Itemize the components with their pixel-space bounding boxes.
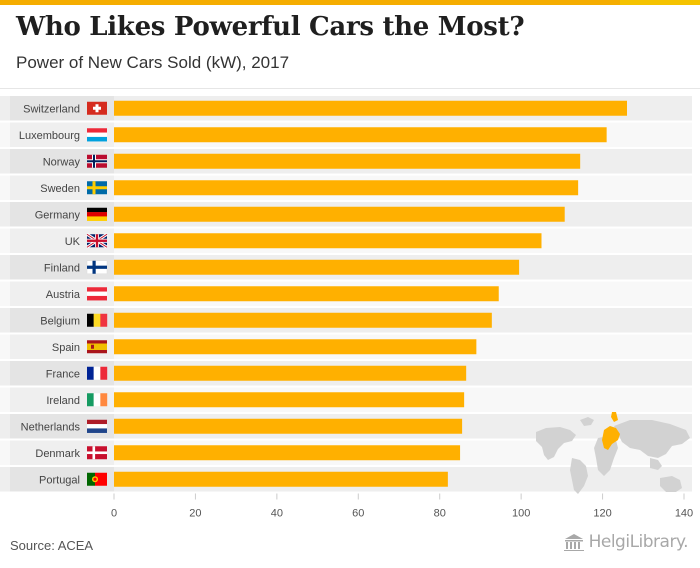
x-tick-label-80: 80 [434, 508, 446, 520]
x-tick-label-60: 60 [352, 508, 364, 520]
bar-belgium [114, 312, 492, 328]
top-accent-bar [0, 0, 700, 5]
helgi-library-logo: HelgiLibrary. [563, 532, 689, 552]
category-label-switzerland: Switzerland [23, 103, 80, 115]
category-label-luxembourg: Luxembourg [19, 130, 80, 142]
category-label-belgium: Belgium [40, 315, 80, 327]
bar-chart: Switzerland Luxembourg Norway Sweden Germany… [0, 96, 693, 520]
category-label-denmark: Denmark [35, 448, 80, 460]
category-label-norway: Norway [43, 156, 81, 168]
x-axis: 0 20 40 60 80 100 120 140 [111, 493, 693, 520]
bar-sweden [114, 180, 579, 196]
norway-flag-icon [87, 154, 107, 168]
bar-portugal [114, 471, 448, 487]
x-tick-label-100: 100 [512, 508, 530, 520]
belgium-flag-icon [87, 313, 108, 327]
x-tick-label-120: 120 [593, 508, 611, 520]
category-label-sweden: Sweden [40, 183, 80, 195]
bars [114, 100, 627, 487]
spain-flag-icon [87, 340, 107, 354]
bar-denmark [114, 445, 461, 461]
bar-germany [114, 206, 565, 222]
category-label-spain: Spain [52, 342, 80, 354]
switzerland-flag-icon [87, 101, 107, 115]
category-labels: Switzerland Luxembourg Norway Sweden Germany… [19, 103, 81, 486]
bar-norway [114, 153, 581, 169]
finland-flag-icon [86, 260, 108, 274]
logo-text: HelgiLibrary. [588, 532, 689, 552]
denmark-flag-icon [87, 446, 107, 460]
bar-france [114, 365, 467, 381]
bar-finland [114, 259, 520, 275]
chart-title: Who Likes Powerful Cars the Most? [16, 12, 525, 42]
category-label-france: France [46, 368, 80, 380]
ireland-flag-icon [87, 393, 108, 407]
category-label-germany: Germany [35, 209, 81, 221]
luxembourg-flag-icon [87, 128, 107, 142]
sweden-flag-icon [87, 181, 107, 195]
category-label-portugal: Portugal [39, 474, 80, 486]
bar-austria [114, 286, 499, 302]
header-divider [0, 88, 700, 89]
x-tick-label-40: 40 [271, 508, 283, 520]
source-note: Source: ACEA [10, 538, 94, 553]
uk-flag-icon [86, 232, 108, 249]
library-building-icon [563, 534, 584, 551]
chart-subtitle: Power of New Cars Sold (kW), 2017 [16, 53, 290, 72]
category-label-finland: Finland [44, 262, 80, 274]
category-label-austria: Austria [46, 289, 81, 301]
germany-flag-icon [87, 207, 107, 221]
france-flag-icon [87, 366, 108, 380]
x-tick-label-0: 0 [111, 508, 117, 520]
bar-switzerland [114, 100, 627, 116]
world-map-icon [536, 412, 690, 494]
x-tick-label-140: 140 [675, 508, 693, 520]
x-tick-label-20: 20 [189, 508, 201, 520]
portugal-flag-icon [87, 472, 107, 486]
category-label-netherlands: Netherlands [21, 421, 81, 433]
austria-flag-icon [87, 287, 107, 301]
bar-netherlands [114, 418, 463, 434]
category-label-uk: UK [65, 236, 81, 248]
bar-luxembourg [114, 127, 607, 143]
category-label-ireland: Ireland [46, 395, 80, 407]
netherlands-flag-icon [87, 419, 107, 433]
flags [86, 101, 108, 486]
bar-ireland [114, 392, 465, 408]
bar-spain [114, 339, 477, 355]
bar-uk [114, 233, 542, 249]
